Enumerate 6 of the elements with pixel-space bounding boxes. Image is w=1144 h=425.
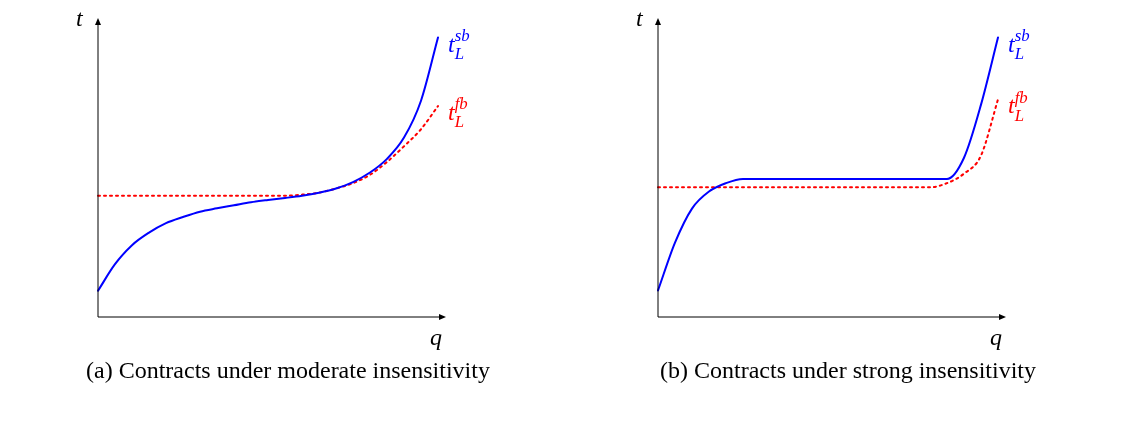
x-axis-title: q: [430, 324, 442, 350]
x-axis-title: q: [990, 324, 1002, 350]
y-axis-title: t: [636, 5, 644, 31]
text: (a) Contracts under moderate insensitivity: [86, 357, 490, 384]
text: (b) Contracts under strong insensitivity: [660, 357, 1036, 384]
y-axis-title: t: [76, 5, 84, 31]
